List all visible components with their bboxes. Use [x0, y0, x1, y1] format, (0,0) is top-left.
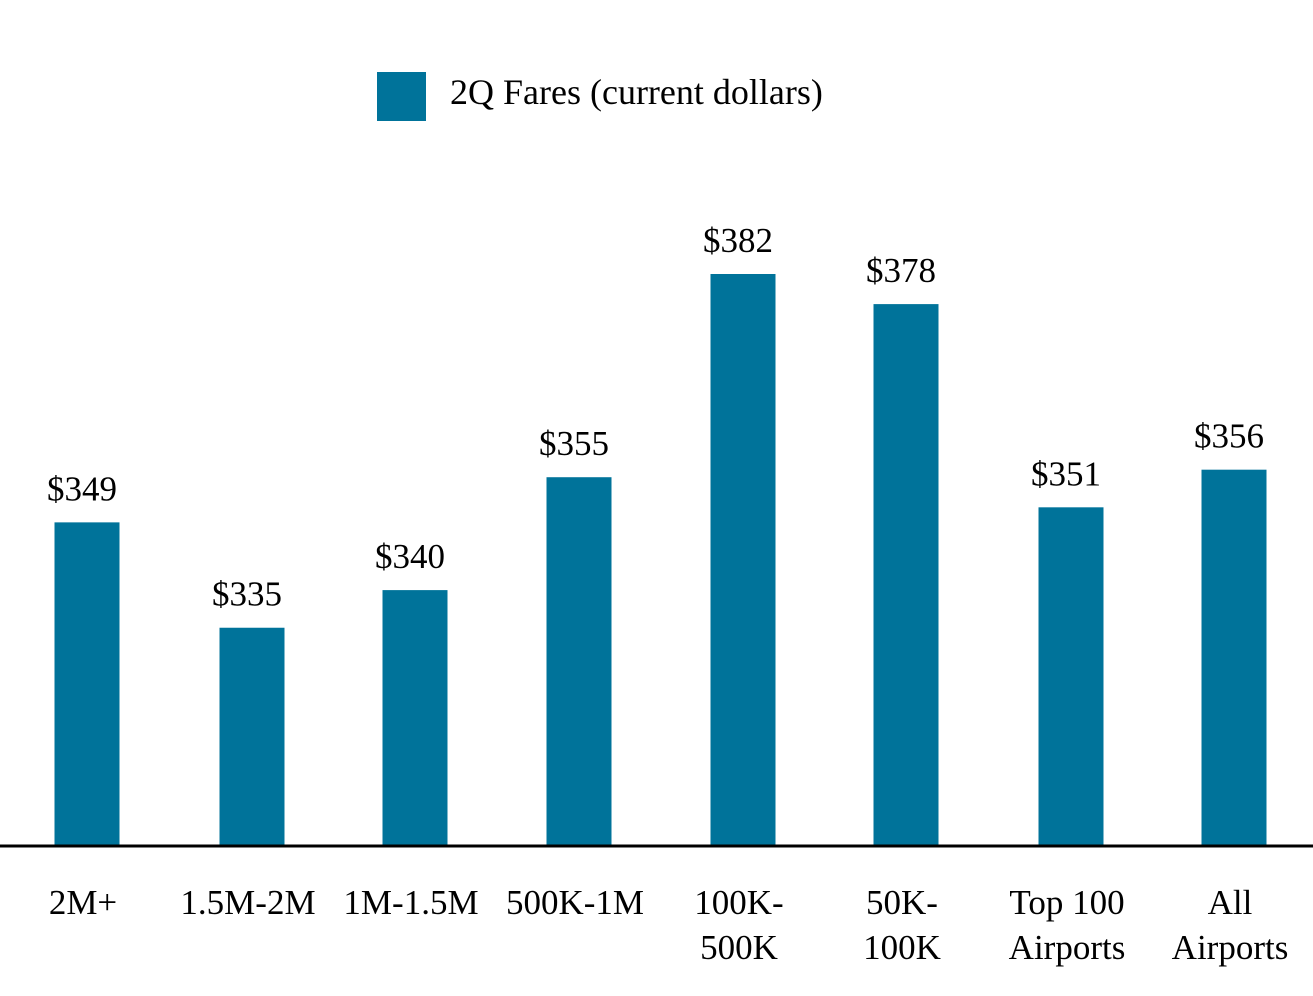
x-tick-label-4-line-1: 500K [700, 928, 778, 967]
legend-label: 2Q Fares (current dollars) [450, 72, 823, 112]
bar-7 [1201, 469, 1267, 846]
legend-swatch [377, 72, 426, 121]
x-tick-label-4: 100K- 500K [694, 883, 783, 967]
bar-value-label-3: $355 [539, 424, 609, 463]
bar-value-label-4: $382 [703, 221, 773, 260]
x-tick-label-5-line-1: 100K [863, 928, 941, 967]
bar-value-label-6: $351 [1031, 454, 1101, 493]
bar-0 [54, 522, 120, 846]
x-tick-label-0-line-0: 2M+ [49, 883, 117, 922]
bar-5 [873, 304, 939, 847]
x-tick-label-0: 2M+ [49, 883, 117, 922]
bar-6 [1038, 507, 1104, 846]
bar-4 [710, 274, 776, 846]
bar-value-label-0: $349 [47, 469, 117, 508]
bar-value-labels: $349 $335 $340 $355 $382 $378 $351 $356 [47, 221, 1264, 614]
x-tick-label-6-line-1: Airports [1009, 928, 1126, 967]
bar-value-label-7: $356 [1194, 417, 1264, 456]
bar-2 [382, 590, 448, 846]
bar-1 [219, 627, 285, 846]
bar-value-label-5: $378 [866, 251, 936, 290]
x-tick-label-2-line-0: 1M-1.5M [343, 883, 478, 922]
x-tick-label-7: All Airports [1172, 883, 1289, 967]
x-tick-label-2: 1M-1.5M [343, 883, 478, 922]
x-tick-label-1-line-0: 1.5M-2M [180, 883, 315, 922]
x-tick-label-3-line-0: 500K-1M [506, 883, 644, 922]
x-tick-label-7-line-1: Airports [1172, 928, 1289, 967]
bar-3 [546, 477, 612, 846]
x-tick-label-4-line-0: 100K- [694, 883, 783, 922]
x-tick-label-1: 1.5M-2M [180, 883, 315, 922]
x-tick-label-7-line-0: All [1208, 883, 1253, 922]
x-tick-label-6: Top 100 Airports [1009, 883, 1126, 967]
x-tick-label-5: 50K- 100K [863, 883, 941, 967]
bar-value-label-1: $335 [212, 575, 282, 614]
x-tick-label-3: 500K-1M [506, 883, 644, 922]
legend: 2Q Fares (current dollars) [377, 72, 823, 121]
bars [54, 274, 1267, 847]
bar-value-label-2: $340 [375, 537, 445, 576]
x-tick-label-5-line-0: 50K- [866, 883, 938, 922]
x-axis-tick-labels: 2M+ 1.5M-2M 1M-1.5M 500K-1M 100K- 500K 50K- 100… [49, 883, 1289, 967]
x-tick-label-6-line-0: Top 100 [1009, 883, 1124, 922]
